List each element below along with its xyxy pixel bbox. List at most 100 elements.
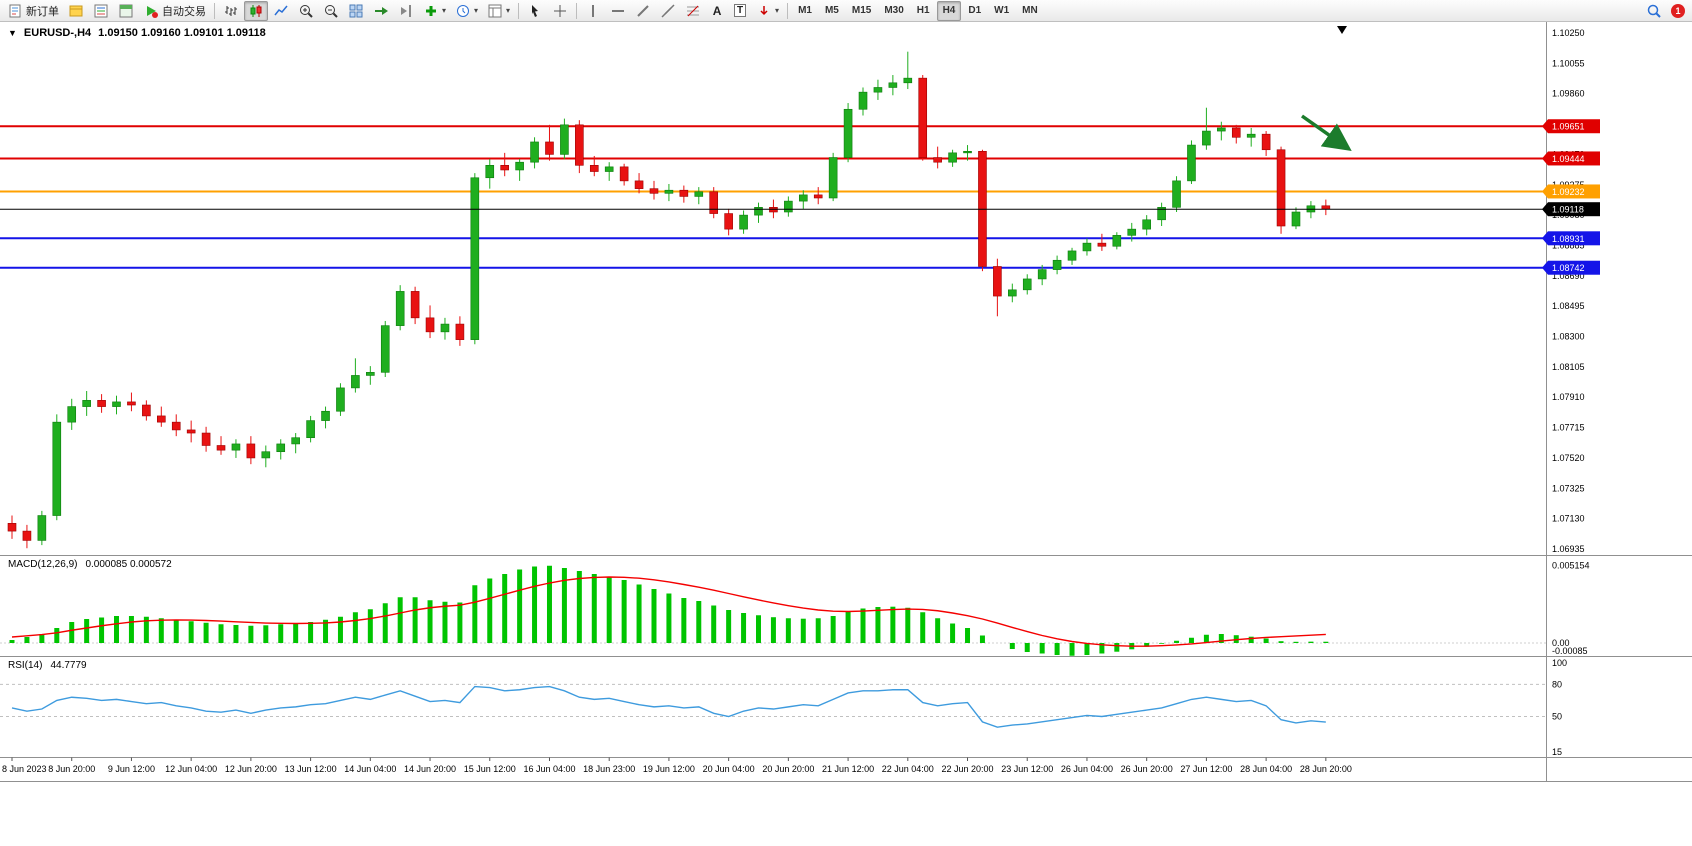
- dropdown-caret-icon: ▾: [775, 5, 780, 15]
- text-label-button[interactable]: T: [729, 1, 751, 21]
- periods-button[interactable]: ▾: [451, 1, 482, 21]
- svg-text:16 Jun 04:00: 16 Jun 04:00: [523, 764, 575, 774]
- timeframe-m30-button[interactable]: M30: [884, 5, 904, 16]
- chart-shift-icon: [401, 4, 411, 17]
- cursor-icon: [532, 4, 539, 17]
- rsi-panel-label: RSI(14) 44.7779: [8, 660, 87, 671]
- tile-windows-icon: [349, 4, 363, 17]
- line-chart-icon: [274, 5, 288, 15]
- svg-text:1.07130: 1.07130: [1552, 514, 1585, 524]
- line-chart-button[interactable]: [269, 1, 293, 21]
- rsi-indicator: [11, 685, 1326, 728]
- svg-text:1.08885: 1.08885: [1552, 240, 1585, 250]
- svg-text:1.07910: 1.07910: [1552, 392, 1585, 402]
- svg-text:13 Jun 12:00: 13 Jun 12:00: [285, 764, 337, 774]
- trendline-button[interactable]: [631, 1, 655, 21]
- bar-chart-button[interactable]: [219, 1, 243, 21]
- channel-icon: [661, 3, 675, 18]
- autotrade-icon: [147, 5, 158, 18]
- svg-text:8 Jun 20:00: 8 Jun 20:00: [48, 764, 95, 774]
- profile-button[interactable]: [64, 1, 88, 21]
- arrows-icon: [760, 5, 768, 15]
- svg-text:1.08495: 1.08495: [1552, 301, 1585, 311]
- timeframe-m5-button[interactable]: M5: [824, 5, 839, 16]
- timeframe-m15-button[interactable]: M15: [851, 5, 872, 16]
- macd-title: MACD(12,26,9): [8, 559, 78, 570]
- rsi-value: 44.7779: [50, 660, 87, 671]
- vertical-line-button[interactable]: [581, 1, 605, 21]
- timeframe-w1-button[interactable]: W1: [994, 5, 1010, 16]
- fibonacci-icon: [687, 5, 700, 16]
- timeframe-h1-button[interactable]: H1: [916, 5, 930, 16]
- candlestick-chart-button[interactable]: [244, 0, 268, 21]
- horizontal-line-button[interactable]: [606, 1, 630, 21]
- svg-text:100: 100: [1552, 658, 1567, 668]
- panel-separators: [0, 22, 1692, 782]
- arrows-button[interactable]: ▾: [752, 1, 783, 21]
- timeframe-m1-button[interactable]: M1: [798, 5, 812, 16]
- dropdown-caret-icon: ▾: [506, 5, 511, 15]
- autotrade-button[interactable]: 自动交易: [139, 1, 210, 21]
- cursor-button[interactable]: [523, 1, 547, 21]
- text-button[interactable]: A: [706, 1, 728, 21]
- toolbar-separator: [576, 2, 578, 19]
- crosshair-icon: [554, 4, 567, 17]
- svg-text:1.08931: 1.08931: [1552, 234, 1585, 244]
- macd-indicator: [9, 565, 1329, 656]
- search-button[interactable]: [1642, 1, 1666, 21]
- svg-text:1.08300: 1.08300: [1552, 332, 1585, 342]
- svg-text:1.08690: 1.08690: [1552, 271, 1585, 281]
- macd-panel-label: MACD(12,26,9) 0.000085 0.000572: [8, 559, 172, 570]
- notifications-button[interactable]: 1: [1667, 1, 1689, 21]
- price-label-boxes: 1.09651 1.09444 1.09232 1.08931 1.08742 1.091…: [1542, 119, 1600, 275]
- zoom-out-button[interactable]: [319, 1, 343, 21]
- channel-button[interactable]: [656, 1, 680, 21]
- svg-text:27 Jun 12:00: 27 Jun 12:00: [1180, 764, 1232, 774]
- chart-shift-marker[interactable]: [1337, 26, 1347, 34]
- tile-windows-button[interactable]: [344, 1, 368, 21]
- svg-text:22 Jun 20:00: 22 Jun 20:00: [941, 764, 993, 774]
- data-window-button[interactable]: [114, 1, 138, 21]
- timeframe-d1-button[interactable]: D1: [968, 5, 982, 16]
- market-watch-icon: [94, 4, 108, 17]
- auto-scroll-button[interactable]: [369, 1, 393, 21]
- search-icon: [1647, 4, 1661, 18]
- svg-text:15 Jun 12:00: 15 Jun 12:00: [464, 764, 516, 774]
- svg-text:1.08105: 1.08105: [1552, 362, 1585, 372]
- templates-button[interactable]: ▾: [483, 1, 514, 21]
- new-order-label: 新订单: [26, 5, 59, 18]
- svg-text:9 Jun 12:00: 9 Jun 12:00: [108, 764, 155, 774]
- timeframe-h4-button[interactable]: H4: [936, 0, 962, 21]
- svg-text:1.10055: 1.10055: [1552, 58, 1585, 68]
- dropdown-caret-icon: ▾: [442, 5, 447, 15]
- chart-shift-button[interactable]: [394, 1, 418, 21]
- price-scale[interactable]: 1.102501.100551.098601.096651.094701.092…: [1552, 28, 1590, 757]
- crosshair-button[interactable]: [548, 1, 572, 21]
- symbol-dropdown-icon[interactable]: ▼: [8, 28, 17, 38]
- svg-text:1.09860: 1.09860: [1552, 89, 1585, 99]
- time-scale[interactable]: 8 Jun 2023 8 Jun 20:00 9 Jun 12:00 12 Jun 0…: [2, 757, 1352, 775]
- timeframe-mn-button[interactable]: MN: [1022, 5, 1038, 16]
- svg-text:0.005154: 0.005154: [1552, 561, 1590, 571]
- chart-header: ▼ EURUSD-,H4 1.09150 1.09160 1.09101 1.0…: [8, 27, 266, 39]
- market-watch-button[interactable]: [89, 1, 113, 21]
- svg-text:50: 50: [1552, 712, 1562, 722]
- svg-text:18 Jun 23:00: 18 Jun 23:00: [583, 764, 635, 774]
- chart-symbol-period: EURUSD-,H4: [23, 27, 92, 39]
- indicators-button[interactable]: ▾: [419, 1, 450, 21]
- svg-text:80: 80: [1552, 679, 1562, 689]
- new-order-icon: [9, 4, 21, 17]
- indicators-icon: [426, 5, 436, 16]
- new-order-button[interactable]: 新订单: [3, 1, 63, 21]
- fibonacci-button[interactable]: [681, 1, 705, 21]
- zoom-in-icon: [300, 4, 313, 18]
- zoom-out-icon: [325, 4, 338, 18]
- svg-text:1.07325: 1.07325: [1552, 483, 1585, 493]
- horizontal-line-objects[interactable]: [0, 125, 1546, 269]
- svg-text:23 Jun 12:00: 23 Jun 12:00: [1001, 764, 1053, 774]
- trend-arrow-annotation[interactable]: [1300, 114, 1352, 152]
- svg-text:14 Jun 20:00: 14 Jun 20:00: [404, 764, 456, 774]
- zoom-in-button[interactable]: [294, 1, 318, 21]
